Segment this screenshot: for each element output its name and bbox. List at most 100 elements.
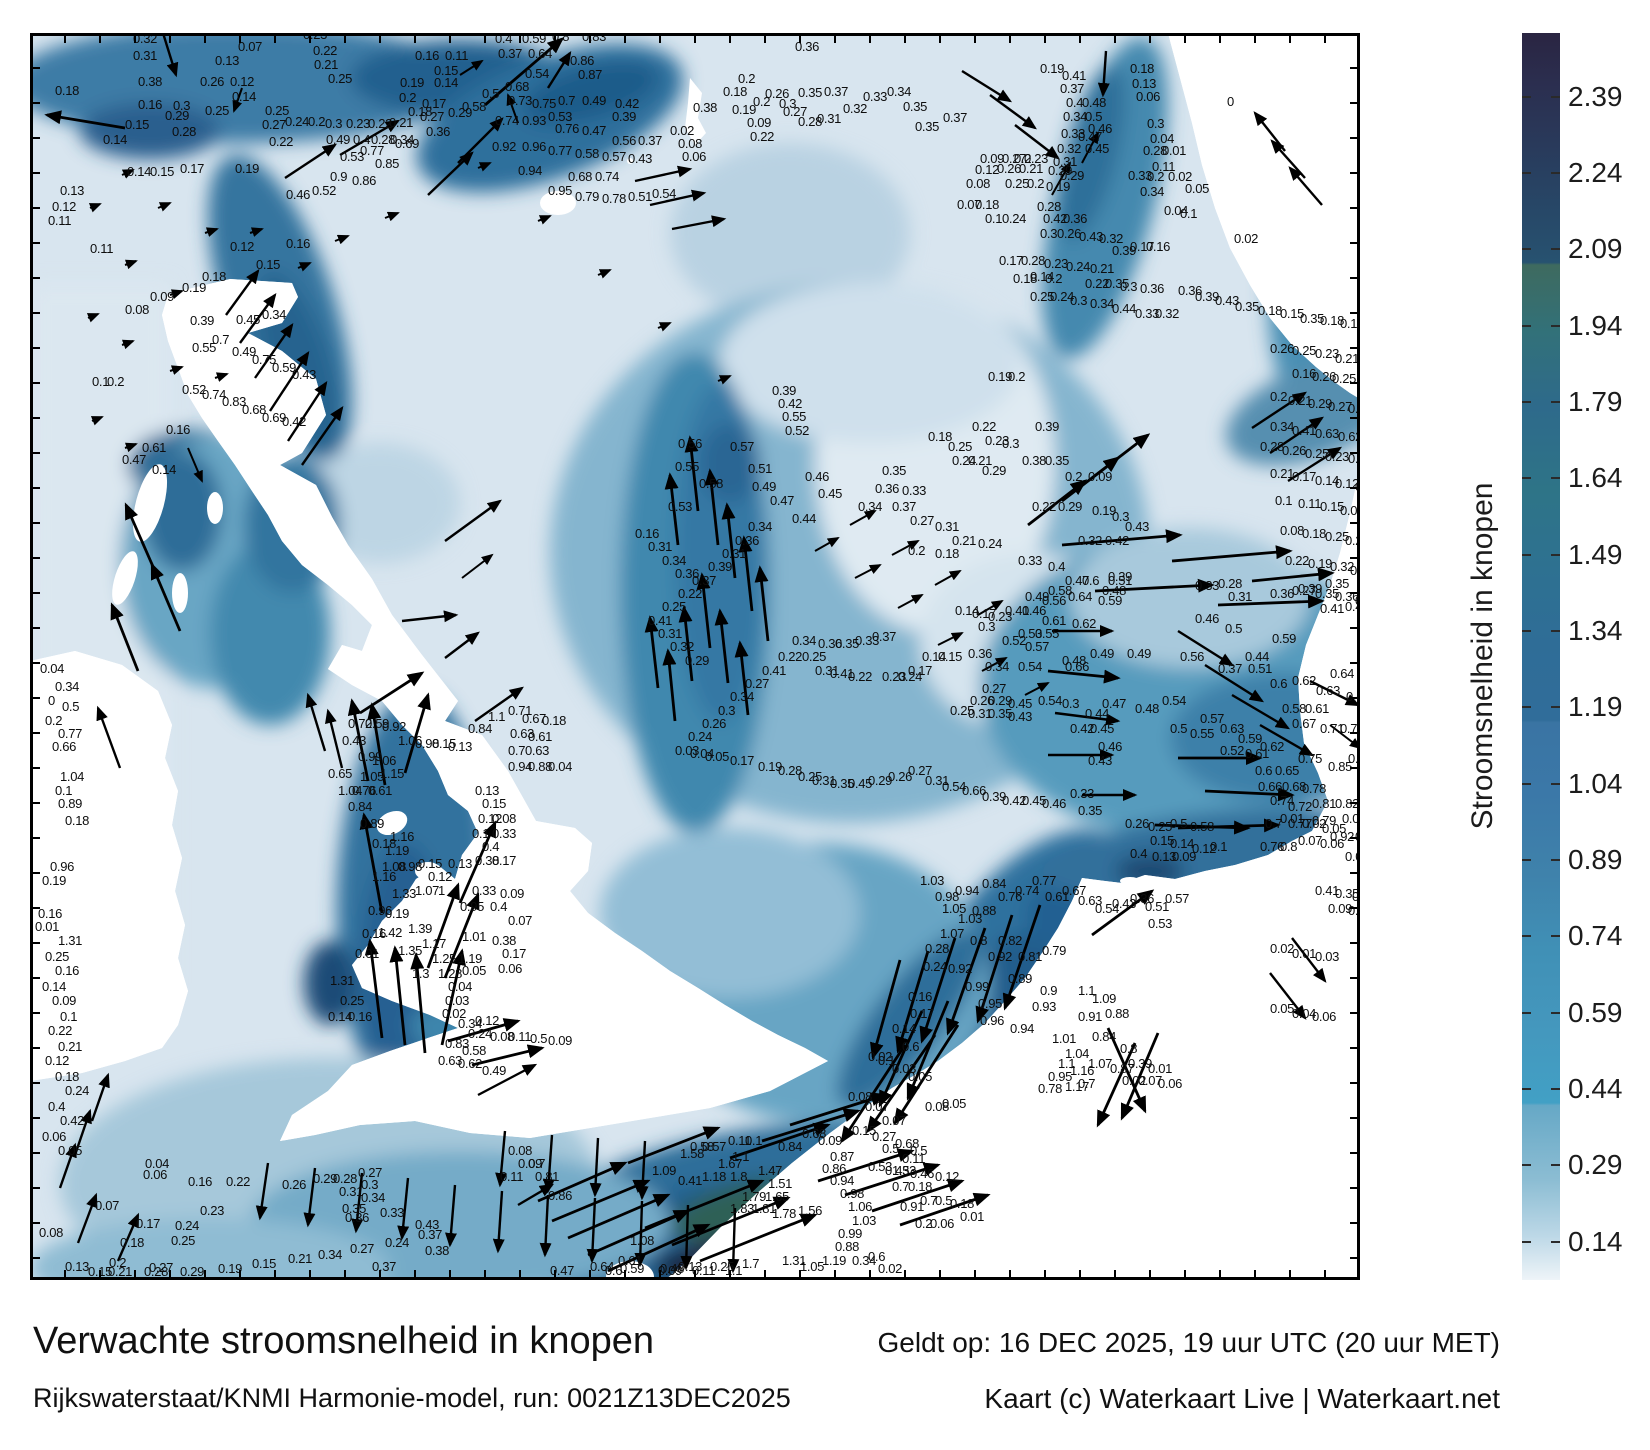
current-speed-label: 0.08 <box>39 1225 63 1240</box>
current-speed-label: 0.5 <box>530 1031 547 1046</box>
current-speed-label: 0.34 <box>1090 296 1114 311</box>
current-speed-label: 0.19 <box>1046 179 1070 194</box>
current-speed-label: 0.14 <box>1170 836 1194 851</box>
current-speed-label: 0.34 <box>1270 419 1294 434</box>
current-speed-label: 0.41 <box>648 613 672 628</box>
current-speed-label: 0.19 <box>235 161 259 176</box>
current-speed-label: 0.45 <box>1008 696 1032 711</box>
current-speed-label: 0.28 <box>172 124 196 139</box>
current-speed-label: 1.31 <box>330 973 354 988</box>
current-speed-label: 0.12 <box>428 869 452 884</box>
current-speed-label: 0.43 <box>292 367 316 382</box>
colorbar-tick-mark <box>1551 1011 1560 1014</box>
current-speed-label: 0.9 <box>1040 983 1057 998</box>
current-speed-label: 1.8 <box>730 1169 747 1184</box>
current-speed-label: 0.92 <box>988 949 1012 964</box>
current-speed-label: 0.56 <box>1042 593 1066 608</box>
current-speed-label: 0.78 <box>602 191 626 206</box>
current-arrow <box>664 472 680 546</box>
current-speed-label: 0.6 <box>1270 676 1287 691</box>
current-speed-label: 0.16 <box>362 926 386 941</box>
current-speed-label: 0.19 <box>1040 61 1064 76</box>
current-speed-label: 0.11 <box>90 241 113 256</box>
current-speed-label: 0.21 <box>1288 393 1312 408</box>
current-speed-label: 1.03 <box>920 873 944 888</box>
current-arrow <box>1027 479 1088 527</box>
current-arrow <box>204 227 219 237</box>
current-speed-label: 0.27 <box>783 104 807 119</box>
colorbar-tick-mark <box>1551 630 1560 633</box>
current-arrow <box>870 959 902 1060</box>
current-speed-label: 0.34 <box>985 659 1009 674</box>
current-arrow <box>157 202 172 212</box>
current-arrow <box>124 259 138 270</box>
current-speed-label: 0.59 <box>1272 631 1296 646</box>
current-speed-label: 0.25 <box>662 599 686 614</box>
current-speed-label: 0.79 <box>1312 813 1336 828</box>
current-speed-label: 0.38 <box>693 100 717 115</box>
current-arrow <box>634 165 693 183</box>
current-speed-label: 0.62 <box>1292 673 1316 688</box>
current-speed-label: 1.16 <box>372 869 396 884</box>
current-speed-label: 0.55 <box>1190 726 1214 741</box>
current-speed-label: 0.96 <box>522 139 546 154</box>
island-shetland <box>685 78 706 145</box>
current-arrow <box>975 914 1014 1024</box>
current-speed-label: 0.7 <box>1265 816 1282 831</box>
current-speed-label: 0.6 <box>1255 763 1272 778</box>
current-arrow <box>367 702 387 786</box>
current-arrow <box>477 1063 538 1097</box>
current-speed-label: 0.96 <box>368 903 392 918</box>
current-speed-label: 0.23 <box>1024 151 1048 166</box>
current-speed-label: 0.24 <box>688 729 712 744</box>
current-speed-label: 0.15 <box>252 1256 276 1271</box>
colorbar-tick-mark <box>1551 935 1560 938</box>
current-speed-label: 0.52 <box>312 183 336 198</box>
current-speed-label: 0.38 <box>475 853 499 868</box>
current-speed-label: 0.27 <box>358 1165 382 1180</box>
current-arrow <box>492 1190 505 1254</box>
current-speed-label: 0.37 <box>872 629 896 644</box>
current-speed-label: 0.5 <box>1225 621 1242 636</box>
current-arrow <box>1287 446 1343 483</box>
current-speed-label: 0.34 <box>887 84 911 99</box>
current-speed-label: 0.16 <box>348 1009 372 1024</box>
map-frame <box>30 33 1360 1280</box>
current-arrow <box>58 1142 77 1189</box>
current-speed-label: 0.46 <box>1195 611 1219 626</box>
current-speed-label: 0.5 <box>62 699 79 714</box>
current-arrow <box>729 1122 831 1160</box>
current-speed-label: 0.21 <box>1335 351 1359 366</box>
current-speed-label: 0.16 <box>38 906 62 921</box>
current-speed-label: 0.34 <box>390 132 414 147</box>
current-speed-label: 0.81 <box>1018 949 1042 964</box>
current-speed-label: 1.78 <box>772 1206 796 1221</box>
current-speed-label: 0.34 <box>262 307 286 322</box>
current-speed-label: 0.19 <box>218 1261 242 1276</box>
current-speed-label: 0.28 <box>144 1264 168 1279</box>
current-speed-label: 0.49 <box>752 479 776 494</box>
current-speed-label: 0.37 <box>498 46 522 61</box>
current-speed-label: 0.49 <box>1127 646 1151 661</box>
current-arrow <box>297 262 312 272</box>
current-speed-label: 0.37 <box>892 499 916 514</box>
current-arrow <box>1269 416 1324 454</box>
current-speed-label: 0.63 <box>1220 721 1244 736</box>
current-speed-label: 0.11 <box>48 213 71 228</box>
current-speed-label: 0.15 <box>852 1123 876 1138</box>
current-speed-label: 0.03 <box>1345 849 1360 864</box>
current-speed-label: 0.2 <box>1014 151 1031 166</box>
current-speed-label: 0.73 <box>508 93 532 108</box>
current-speed-label: 0.95 <box>978 996 1002 1011</box>
current-speed-label: 0.33 <box>1135 306 1159 321</box>
current-speed-label: 0.02 <box>1234 231 1258 246</box>
current-speed-label: 1.28 <box>438 966 462 981</box>
current-arrow <box>1094 578 1215 593</box>
current-speed-label: 0.26 <box>888 769 912 784</box>
current-speed-label: 0.61 <box>528 729 552 744</box>
current-speed-label: 0.89 <box>360 816 384 831</box>
current-speed-label: 0.37 <box>638 133 662 148</box>
current-speed-label: 0.3 <box>978 619 995 634</box>
current-speed-label: 0.72 <box>348 716 372 731</box>
current-speed-label: 0.74 <box>1015 883 1039 898</box>
